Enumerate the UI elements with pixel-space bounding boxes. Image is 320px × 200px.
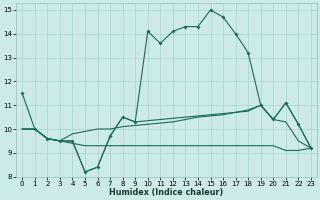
- X-axis label: Humidex (Indice chaleur): Humidex (Indice chaleur): [109, 188, 224, 197]
